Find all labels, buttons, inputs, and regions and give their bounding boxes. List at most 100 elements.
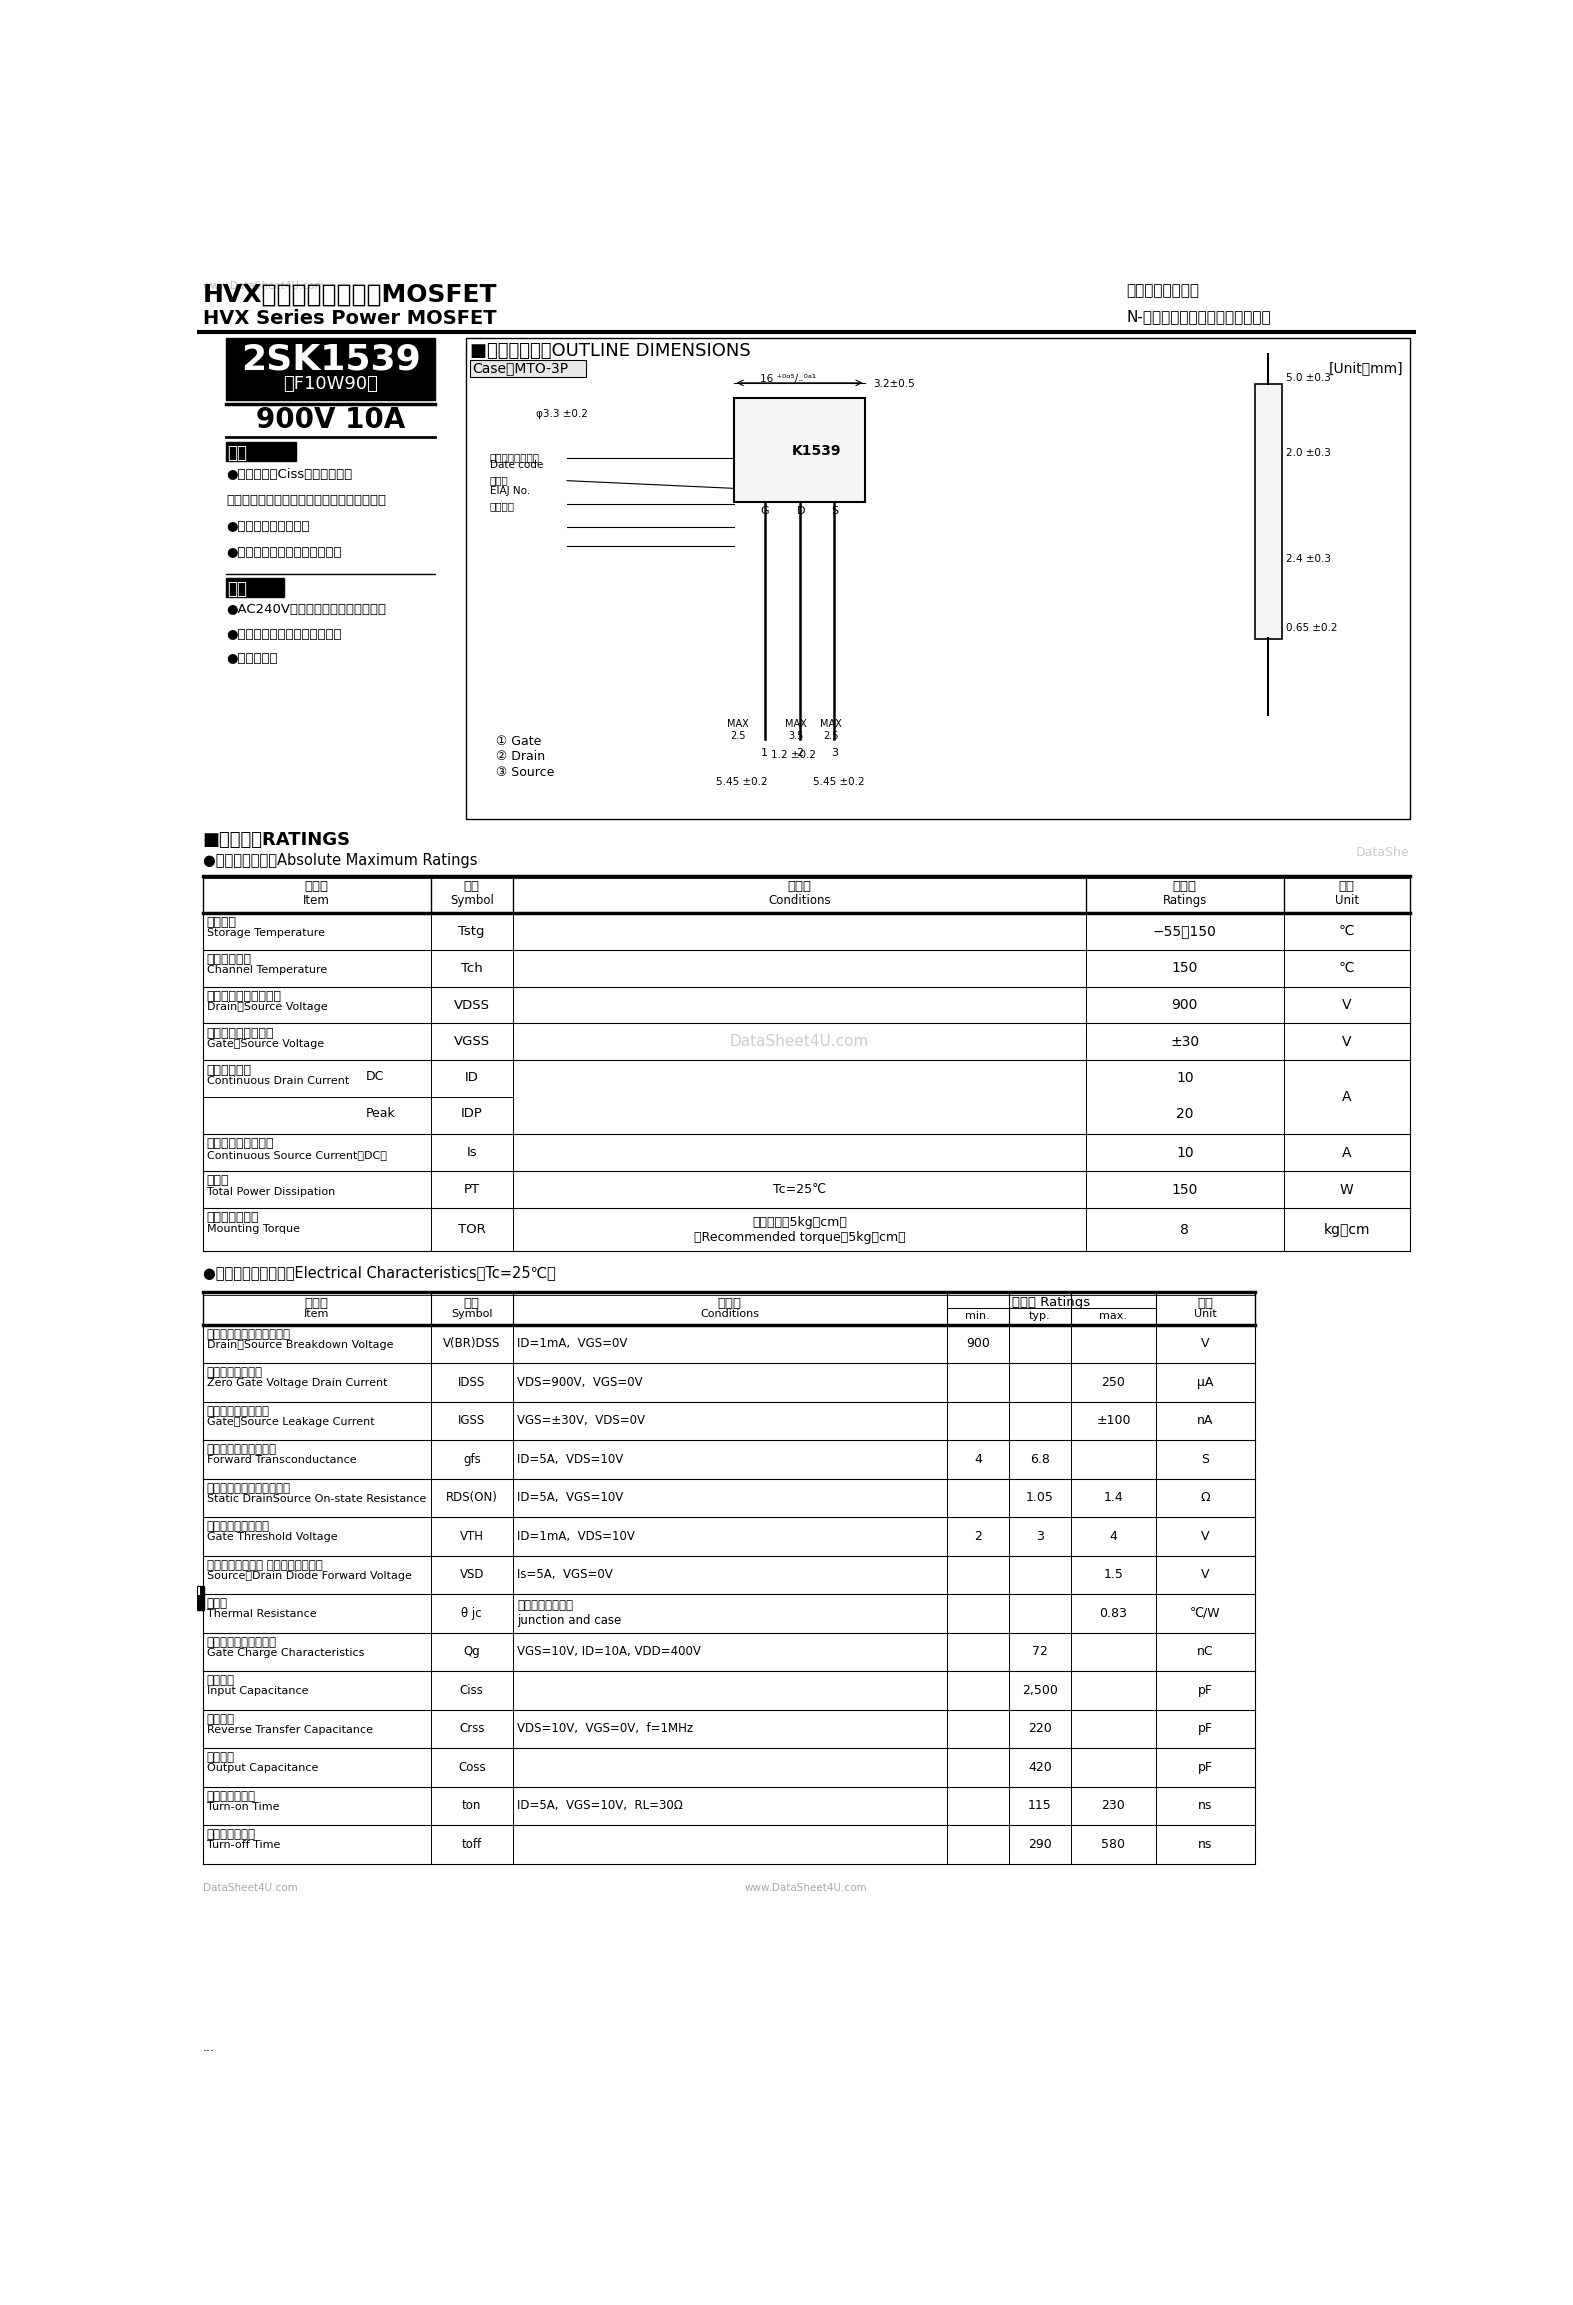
Text: 10: 10 (1177, 1072, 1194, 1086)
Text: 端子記号: 端子記号 (489, 502, 514, 512)
Text: ③ Source: ③ Source (495, 765, 554, 779)
Text: VDS=900V,  VGS=0V: VDS=900V, VGS=0V (518, 1376, 643, 1390)
Text: W: W (1340, 1182, 1354, 1196)
Text: ゲート・ソース電圧: ゲート・ソース電圧 (206, 1026, 274, 1040)
Text: ドレイン電流: ドレイン電流 (206, 1063, 252, 1076)
Text: max.: max. (1100, 1312, 1128, 1321)
Text: ロット記号（例）: ロット記号（例） (489, 452, 540, 463)
Text: Turn-on Time: Turn-on Time (206, 1803, 278, 1812)
Bar (1255, 385, 1282, 638)
Text: DataShe: DataShe (1356, 846, 1409, 860)
Text: V: V (1200, 1531, 1210, 1542)
Bar (733, 399, 865, 502)
Text: 3: 3 (1037, 1531, 1044, 1542)
Text: 特にゼロバイアス時の入力容量が小さい。: 特にゼロバイアス時の入力容量が小さい。 (227, 493, 385, 507)
Text: ドレイン・ソース降伏電圧: ドレイン・ソース降伏電圧 (206, 1328, 291, 1342)
Text: www.DataSheet4U.com: www.DataSheet4U.com (744, 1883, 867, 1892)
Text: 締め付けトルク: 締め付けトルク (206, 1212, 260, 1224)
Text: μA: μA (1197, 1376, 1213, 1390)
Text: Case：MTO-3P: Case：MTO-3P (472, 362, 569, 376)
Text: V(BR)DSS: V(BR)DSS (444, 1337, 500, 1351)
Text: ●スイッチング方式の高圧電源: ●スイッチング方式の高圧電源 (227, 627, 341, 641)
Bar (470, 360, 587, 376)
Text: V: V (1200, 1567, 1210, 1581)
Text: 特長: 特長 (227, 443, 247, 461)
Text: Ω: Ω (1200, 1491, 1210, 1505)
Text: （推奨値：5kg・cm）
（Recommended torque：5kg・cm）: （推奨値：5kg・cm） （Recommended torque：5kg・cm） (694, 1215, 906, 1245)
Text: Forward Transconductance: Forward Transconductance (206, 1454, 357, 1466)
Text: ドレイン・ソースオン抗抗: ドレイン・ソースオン抗抗 (206, 1482, 291, 1494)
Text: 900: 900 (966, 1337, 989, 1351)
Text: MAX
3.5: MAX 3.5 (785, 719, 807, 740)
Text: Zero Gate Voltage Drain Current: Zero Gate Voltage Drain Current (206, 1378, 387, 1388)
Text: 150: 150 (1172, 961, 1199, 975)
Text: Symbol: Symbol (450, 894, 494, 908)
Text: ターンオン時間: ターンオン時間 (206, 1789, 256, 1803)
Text: VTH: VTH (459, 1531, 484, 1542)
Text: K1539: K1539 (791, 445, 842, 459)
Text: ID=1mA,  VGS=0V: ID=1mA, VGS=0V (518, 1337, 628, 1351)
Text: Input Capacitance: Input Capacitance (206, 1687, 308, 1696)
Text: 記号: 記号 (464, 1298, 480, 1309)
Text: 900: 900 (1172, 998, 1199, 1012)
Text: ±30: ±30 (1170, 1035, 1199, 1049)
Text: 20: 20 (1177, 1106, 1194, 1120)
Text: Conditions: Conditions (700, 1309, 760, 1318)
Text: ●入力容量（Ciss）が小さい。: ●入力容量（Ciss）が小さい。 (227, 468, 352, 479)
Text: 1.05: 1.05 (1026, 1491, 1054, 1505)
Text: Unit: Unit (1334, 894, 1359, 908)
Text: 1.5: 1.5 (1104, 1567, 1123, 1581)
Text: 出力容量: 出力容量 (206, 1752, 234, 1763)
Text: 3: 3 (831, 747, 838, 758)
Text: ID=1mA,  VDS=10V: ID=1mA, VDS=10V (518, 1531, 635, 1542)
Text: PT: PT (464, 1182, 480, 1196)
Text: Drain・Source Voltage: Drain・Source Voltage (206, 1003, 327, 1012)
Text: Channel Temperature: Channel Temperature (206, 966, 327, 975)
Text: ID=5A,  VDS=10V: ID=5A, VDS=10V (518, 1452, 624, 1466)
Text: 用途: 用途 (227, 581, 247, 597)
Text: nC: nC (1197, 1646, 1213, 1657)
Text: ソース電流（直流）: ソース電流（直流） (206, 1136, 274, 1150)
Text: ② Drain: ② Drain (495, 749, 544, 763)
Text: VDSS: VDSS (453, 998, 489, 1012)
Text: 900V 10A: 900V 10A (256, 406, 406, 433)
Text: 72: 72 (1032, 1646, 1048, 1657)
Text: [Unit：mm]: [Unit：mm] (1329, 362, 1403, 376)
Text: 150: 150 (1172, 1182, 1199, 1196)
Text: RDS(ON): RDS(ON) (445, 1491, 497, 1505)
Text: EIAJ No.: EIAJ No. (489, 486, 530, 496)
Text: チャネル温度: チャネル温度 (206, 952, 252, 966)
Text: Mounting Torque: Mounting Torque (206, 1224, 300, 1233)
Text: Reverse Transfer Capacitance: Reverse Transfer Capacitance (206, 1724, 373, 1736)
Text: VGSS: VGSS (453, 1035, 489, 1049)
Text: Ratings: Ratings (1162, 894, 1206, 908)
Text: www.DataSheet4U.com: www.DataSheet4U.com (203, 281, 326, 290)
Text: Gate・Source Leakage Current: Gate・Source Leakage Current (206, 1418, 374, 1427)
Text: ℃: ℃ (1339, 961, 1354, 975)
Text: ●AC240V系入力のスイッチング電源: ●AC240V系入力のスイッチング電源 (227, 604, 385, 615)
Text: Storage Temperature: Storage Temperature (206, 929, 324, 938)
Text: 1: 1 (761, 747, 768, 758)
Text: MAX
2.5: MAX 2.5 (727, 719, 749, 740)
Text: IGSS: IGSS (458, 1415, 486, 1427)
Text: ●絶対最大定格　Absolute Maximum Ratings: ●絶対最大定格 Absolute Maximum Ratings (203, 853, 477, 867)
Text: 2: 2 (796, 747, 804, 758)
Text: Unit: Unit (1194, 1309, 1216, 1318)
Text: 0.83: 0.83 (1100, 1607, 1128, 1620)
Text: 条　件: 条 件 (788, 881, 812, 894)
Text: Gate Threshold Voltage: Gate Threshold Voltage (206, 1533, 337, 1542)
Text: ℃/W: ℃/W (1189, 1607, 1221, 1620)
Text: ■外形寸法図　OUTLINE DIMENSIONS: ■外形寸法図 OUTLINE DIMENSIONS (470, 341, 750, 360)
Text: DC: DC (365, 1070, 384, 1083)
Text: typ.: typ. (1029, 1312, 1051, 1321)
Text: DataSheet4U.com: DataSheet4U.com (730, 1035, 870, 1049)
Text: Output Capacitance: Output Capacitance (206, 1763, 318, 1773)
Text: N-チャネル、エンハンスメント型: N-チャネル、エンハンスメント型 (1126, 309, 1271, 325)
Text: 熱抗抗: 熱抗抗 (206, 1597, 228, 1611)
Text: 420: 420 (1027, 1761, 1052, 1775)
Text: Continuous Drain Current: Continuous Drain Current (206, 1076, 349, 1086)
Text: 5.45 ±0.2: 5.45 ±0.2 (716, 777, 768, 786)
Text: 1.2 ±0.2: 1.2 ±0.2 (771, 749, 816, 761)
Bar (227, 443, 296, 461)
Text: Static DrainSource On-state Resistance: Static DrainSource On-state Resistance (206, 1494, 426, 1503)
